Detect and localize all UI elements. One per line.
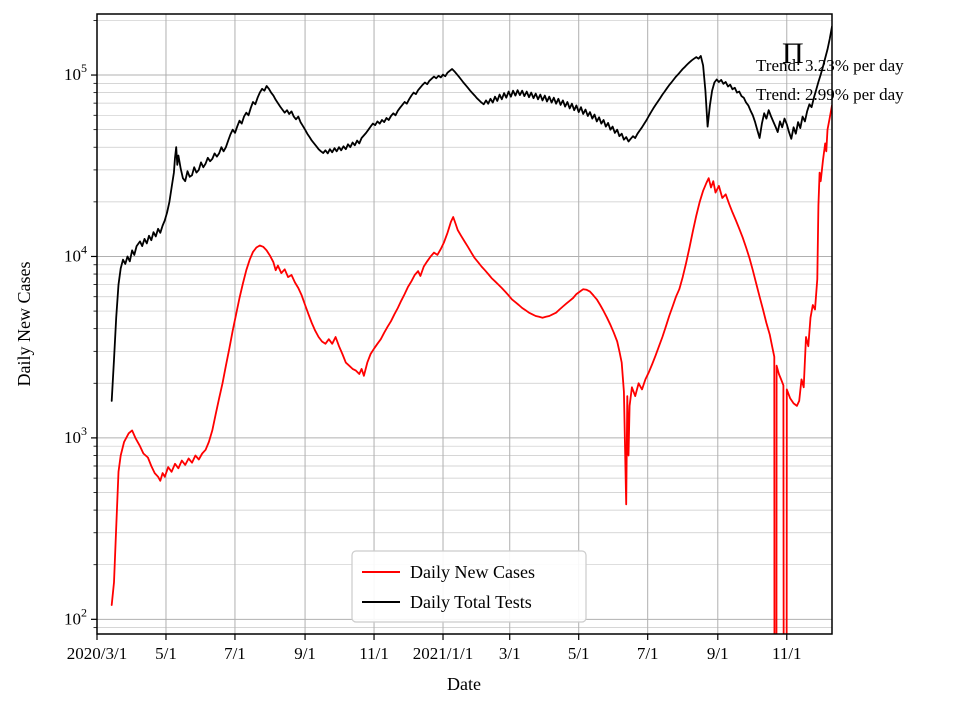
legend-box (351, 550, 587, 623)
x-tick-label: 5/1 (568, 644, 590, 663)
legend-label-daily-total-tests: Daily Total Tests (410, 592, 532, 612)
grid (96, 14, 832, 634)
series-layer (110, 25, 832, 634)
legend: Daily New Cases Daily Total Tests (351, 550, 587, 623)
y-tick-label: 105 (64, 61, 87, 84)
trend-annotation-1: Trend: 3.23% per day (756, 56, 904, 75)
y-tick-label: 103 (64, 424, 87, 447)
x-tick-label: 11/1 (772, 644, 802, 663)
x-tick-label: 3/1 (499, 644, 521, 663)
legend-label-daily-new-cases: Daily New Cases (410, 562, 535, 582)
x-tick-label: 2020/3/1 (67, 644, 127, 663)
y-axis-label: Daily New Cases (14, 262, 34, 387)
unknown-glyph: Π (782, 37, 804, 70)
plot-border (96, 13, 833, 635)
x-tick-label: 5/1 (155, 644, 177, 663)
x-tick-label: 2021/1/1 (413, 644, 473, 663)
x-axis-label: Date (447, 674, 481, 694)
x-tick-label: 11/1 (359, 644, 389, 663)
trend-annotation-2: Trend: 2.99% per day (756, 85, 904, 104)
x-tick-label: 9/1 (294, 644, 316, 663)
x-tick-label: 9/1 (707, 644, 729, 663)
x-tick-label: 7/1 (224, 644, 246, 663)
series-daily-total-tests (110, 25, 832, 402)
series-daily-new-cases (110, 104, 832, 634)
y-tick-label: 104 (64, 242, 87, 265)
x-tick-label: 7/1 (637, 644, 659, 663)
y-tick-label: 102 (64, 605, 87, 628)
